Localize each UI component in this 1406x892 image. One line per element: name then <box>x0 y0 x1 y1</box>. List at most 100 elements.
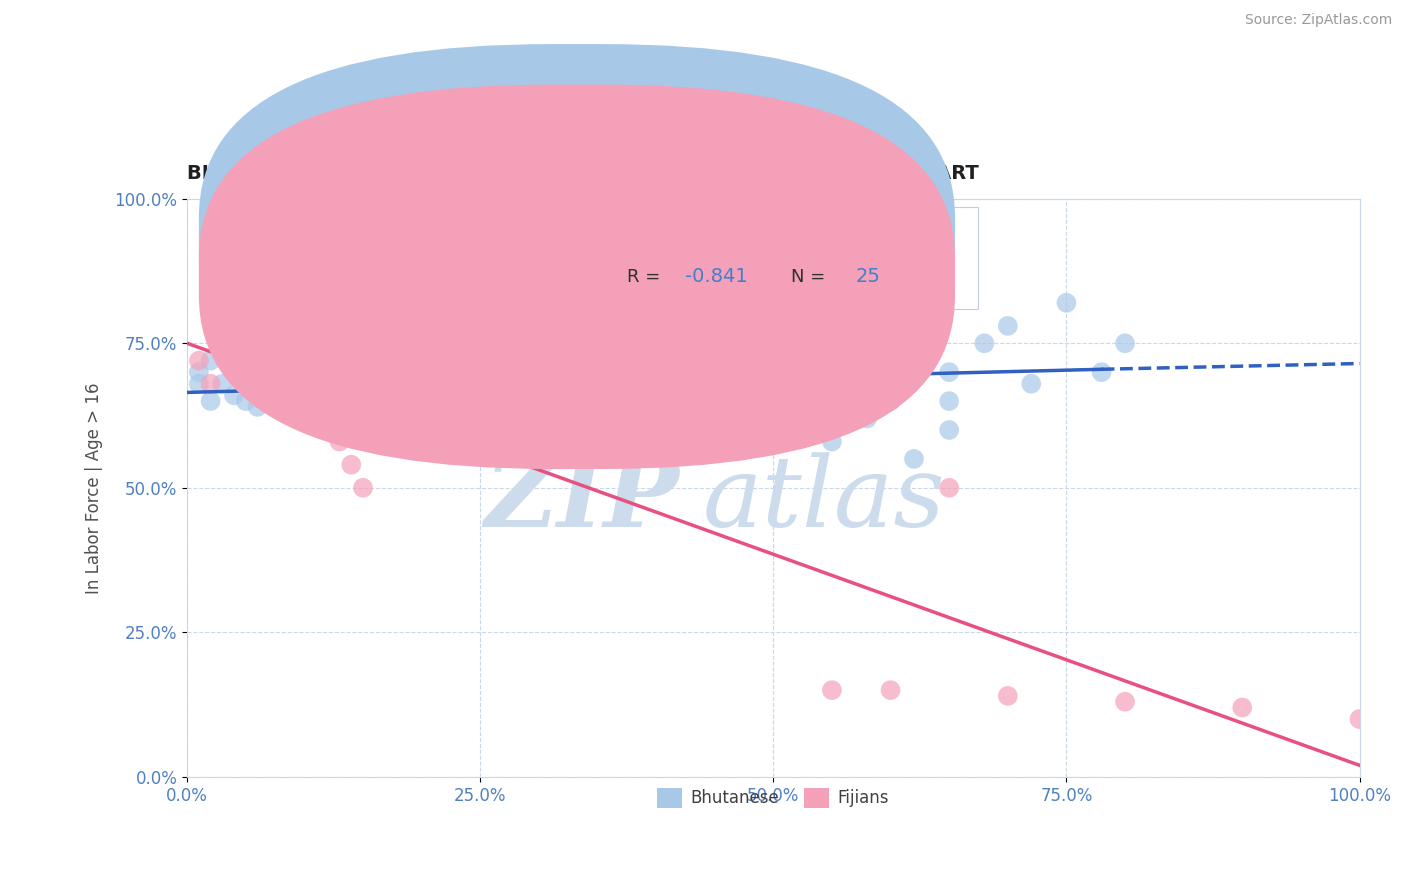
Point <box>516 348 538 362</box>
Point <box>668 336 690 351</box>
Point <box>222 365 245 379</box>
Point <box>645 365 668 379</box>
Text: N =: N = <box>792 268 825 285</box>
Point <box>997 689 1019 703</box>
Point <box>411 348 433 362</box>
Point <box>446 348 468 362</box>
Point <box>316 353 339 368</box>
Point <box>527 365 550 379</box>
Point <box>305 371 328 385</box>
Point <box>738 394 761 409</box>
Point <box>434 434 457 449</box>
Point <box>292 342 315 356</box>
Point <box>470 365 492 379</box>
Point <box>470 423 492 437</box>
Point <box>235 394 257 409</box>
Point <box>692 348 714 362</box>
Text: 0.115: 0.115 <box>697 227 752 246</box>
Point <box>645 353 668 368</box>
Point <box>668 376 690 391</box>
Point <box>235 353 257 368</box>
Point <box>727 353 749 368</box>
Point <box>281 376 304 391</box>
Point <box>657 348 679 362</box>
Point <box>598 348 620 362</box>
Point <box>200 376 222 391</box>
Point <box>668 353 690 368</box>
Point <box>457 353 479 368</box>
Point <box>786 394 808 409</box>
Point <box>610 353 633 368</box>
Point <box>211 342 233 356</box>
Point <box>352 353 374 368</box>
Text: Source: ZipAtlas.com: Source: ZipAtlas.com <box>1244 13 1392 28</box>
Text: 112: 112 <box>855 227 893 246</box>
Point <box>364 365 387 379</box>
Point <box>938 394 960 409</box>
Point <box>938 365 960 379</box>
Point <box>270 348 292 362</box>
Point <box>340 348 363 362</box>
Point <box>575 348 598 362</box>
Point <box>434 342 457 356</box>
Point <box>751 348 773 362</box>
Point <box>328 365 350 379</box>
Point <box>292 342 315 356</box>
Point <box>328 434 350 449</box>
Point <box>375 348 398 362</box>
Text: ZIP: ZIP <box>485 451 679 548</box>
FancyBboxPatch shape <box>533 208 979 309</box>
Point <box>903 451 925 466</box>
Point <box>681 342 703 356</box>
Point <box>505 342 527 356</box>
Point <box>1114 336 1136 351</box>
Point <box>222 388 245 402</box>
Y-axis label: In Labor Force | Age > 16: In Labor Force | Age > 16 <box>86 382 103 593</box>
Point <box>738 342 761 356</box>
Point <box>821 406 844 420</box>
Point <box>633 348 655 362</box>
Point <box>305 348 328 362</box>
Point <box>200 394 222 409</box>
Point <box>316 376 339 391</box>
Point <box>235 318 257 333</box>
Point <box>257 365 280 379</box>
Point <box>821 434 844 449</box>
Point <box>281 353 304 368</box>
Point <box>1232 700 1254 714</box>
Point <box>187 376 209 391</box>
Point <box>856 411 879 425</box>
Text: atlas: atlas <box>703 451 946 547</box>
Point <box>340 371 363 385</box>
Point <box>821 295 844 310</box>
Point <box>879 376 901 391</box>
Point <box>375 371 398 385</box>
Point <box>598 353 620 368</box>
Point <box>387 353 409 368</box>
Point <box>938 423 960 437</box>
Point <box>270 371 292 385</box>
Text: R =: R = <box>627 227 659 245</box>
Point <box>257 330 280 344</box>
Text: BHUTANESE VS FIJIAN IN LABOR FORCE | AGE > 16 CORRELATION CHART: BHUTANESE VS FIJIAN IN LABOR FORCE | AGE… <box>187 164 979 185</box>
Point <box>703 318 725 333</box>
Point <box>505 406 527 420</box>
Point <box>211 376 233 391</box>
Point <box>551 353 574 368</box>
Point <box>481 348 503 362</box>
FancyBboxPatch shape <box>198 85 955 469</box>
Text: N =: N = <box>792 227 825 245</box>
Point <box>879 683 901 698</box>
Point <box>211 330 233 344</box>
Point <box>187 365 209 379</box>
Point <box>364 342 387 356</box>
Point <box>200 353 222 368</box>
Point <box>1090 365 1112 379</box>
Point <box>316 411 339 425</box>
Point <box>340 458 363 472</box>
Point <box>645 342 668 356</box>
Point <box>821 683 844 698</box>
Point <box>246 376 269 391</box>
Point <box>621 353 644 368</box>
Point <box>703 342 725 356</box>
